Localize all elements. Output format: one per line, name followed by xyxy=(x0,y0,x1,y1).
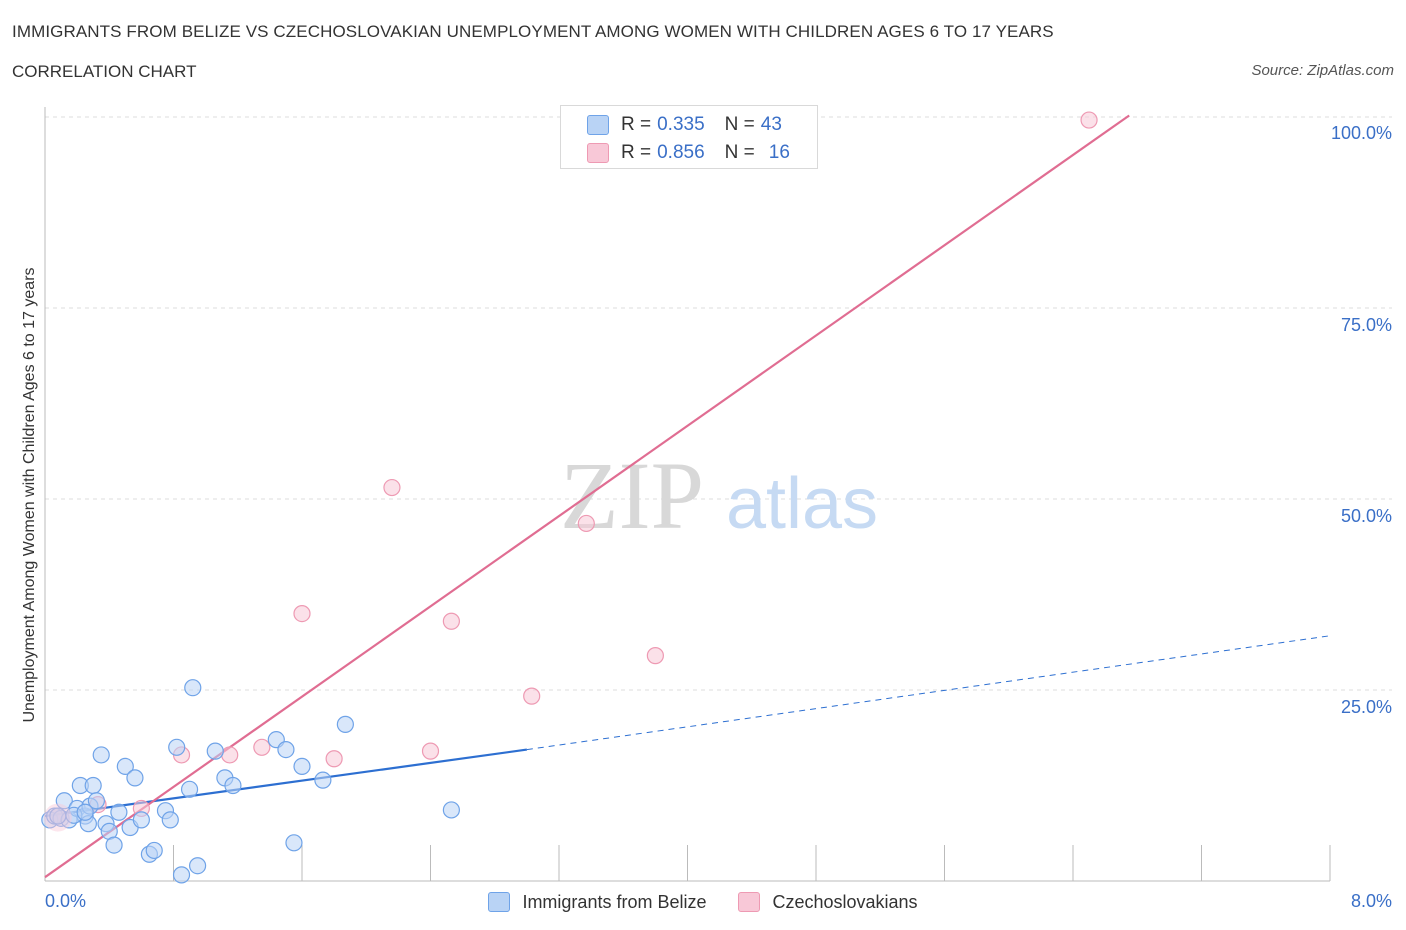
series-label-czech: Czechoslovakians xyxy=(772,891,918,912)
data-point-czech xyxy=(383,478,401,497)
y-tick-50: 50.0% xyxy=(1340,506,1392,526)
data-point-belize xyxy=(442,801,460,819)
legend-row-czech: R = 0.856 N = 16 xyxy=(587,141,790,165)
data-point-czech xyxy=(421,742,440,760)
data-point-belize xyxy=(84,776,102,795)
legend-r-value: 0.856 xyxy=(657,142,705,163)
data-point-belize xyxy=(293,757,311,776)
data-point-belize xyxy=(184,679,202,697)
correlation-legend: R = 0.335 N = 43 R = 0.856 N = 16 xyxy=(560,105,818,169)
watermark-zip: ZIP xyxy=(560,442,704,549)
data-point-belize xyxy=(336,715,354,733)
chart-title: IMMIGRANTS FROM BELIZE VS CZECHOSLOVAKIA… xyxy=(12,22,1054,41)
trend-line-extension xyxy=(526,635,1331,751)
data-points xyxy=(41,111,1098,884)
legend-swatch-czech xyxy=(587,143,609,163)
data-point-belize xyxy=(110,803,128,821)
data-point-czech xyxy=(293,604,311,623)
data-point-belize xyxy=(172,866,191,884)
data-point-belize xyxy=(76,803,94,821)
legend-r-label: R = xyxy=(621,114,652,135)
data-point-belize xyxy=(105,836,123,854)
data-point-belize xyxy=(145,841,163,860)
x-tick-min: 0.0% xyxy=(45,891,87,911)
data-point-belize xyxy=(180,780,199,798)
data-point-belize xyxy=(132,811,150,829)
data-point-czech xyxy=(523,687,541,705)
data-point-belize xyxy=(87,792,106,810)
data-point-belize xyxy=(161,811,179,829)
series-swatch-czech xyxy=(738,892,761,912)
y-tick-75: 75.0% xyxy=(1340,315,1392,335)
data-point-belize xyxy=(206,742,224,760)
legend-swatch-belize xyxy=(587,115,609,135)
data-point-cluster xyxy=(43,803,72,832)
legend-n-label: N = xyxy=(724,114,755,135)
data-point-czech xyxy=(253,738,271,756)
data-point-czech xyxy=(325,750,343,768)
y-tick-25: 25.0% xyxy=(1340,697,1392,717)
data-point-czech xyxy=(442,612,460,630)
legend-r-value: 0.335 xyxy=(657,114,705,135)
series-legend: Immigrants from Belize Czechoslovakians xyxy=(0,890,1406,914)
data-point-belize xyxy=(224,776,242,795)
chart-subtitle: CORRELATION CHART xyxy=(12,62,197,81)
x-tick-max: 8.0% xyxy=(1350,891,1392,911)
data-point-belize xyxy=(168,738,186,756)
trend-line-czech xyxy=(44,114,1130,879)
data-point-czech xyxy=(1080,111,1098,129)
series-legend-czech[interactable]: Czechoslovakians xyxy=(738,891,918,913)
data-point-czech xyxy=(577,514,595,533)
legend-n-label: N = xyxy=(724,142,755,163)
legend-n-value: 43 xyxy=(760,114,782,135)
data-point-belize xyxy=(314,771,332,789)
data-point-belize xyxy=(92,746,110,764)
data-point-belize xyxy=(126,769,144,787)
data-point-belize xyxy=(277,740,295,759)
legend-row-belize: R = 0.335 N = 43 xyxy=(587,113,782,137)
legend-r-label: R = xyxy=(621,142,652,163)
series-legend-belize[interactable]: Immigrants from Belize xyxy=(488,892,706,913)
watermark: ZIP atlas xyxy=(560,442,878,549)
data-point-czech xyxy=(221,746,239,764)
y-tick-100: 100.0% xyxy=(1330,123,1392,143)
axes xyxy=(44,107,1331,882)
legend-n-value: 16 xyxy=(768,142,790,163)
data-point-belize xyxy=(116,757,134,776)
series-swatch-belize xyxy=(488,892,511,912)
chart-source: Source: ZipAtlas.com xyxy=(1251,62,1394,79)
data-point-belize xyxy=(55,792,73,810)
data-point-belize xyxy=(188,857,207,875)
data-point-czech xyxy=(646,647,664,665)
data-point-belize xyxy=(285,834,303,852)
series-label-belize: Immigrants from Belize xyxy=(522,891,707,912)
trend-line-belize xyxy=(44,748,528,818)
watermark-atlas: atlas xyxy=(726,464,878,544)
